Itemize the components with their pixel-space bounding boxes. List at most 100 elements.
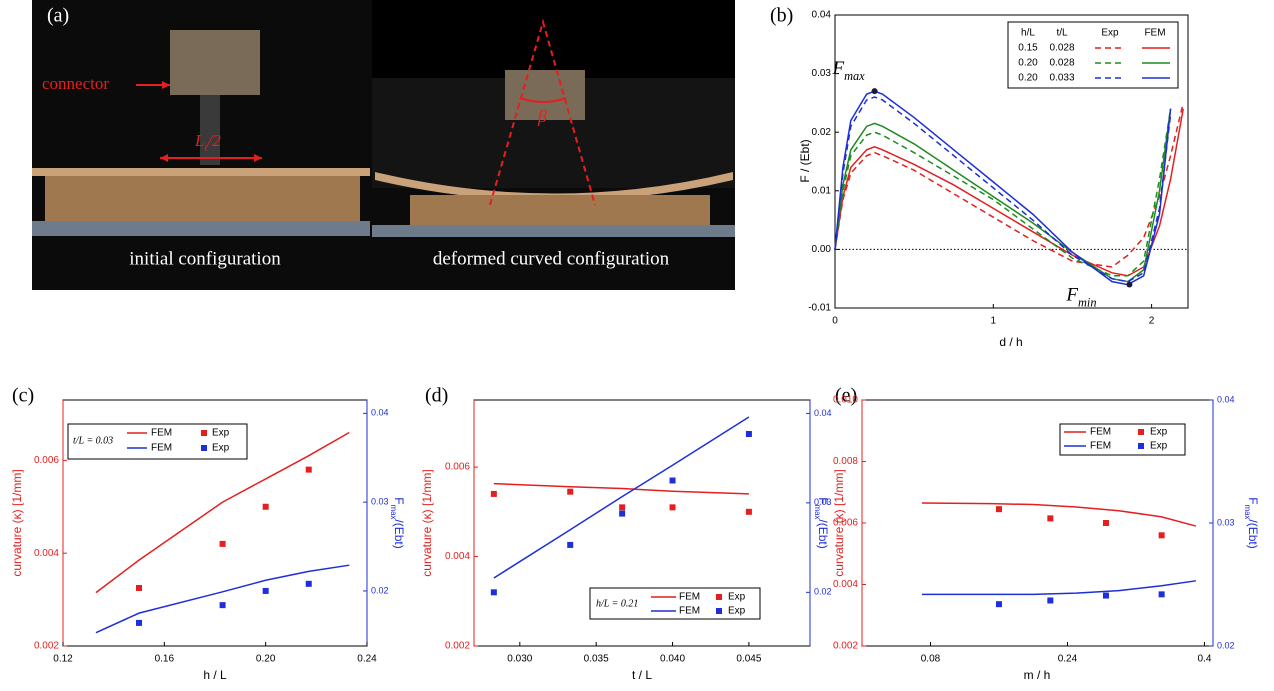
legend-label: FEM: [1090, 441, 1111, 452]
x-tick-label: 0.040: [660, 654, 685, 665]
x-tick-label: 0.030: [507, 654, 532, 665]
legend-label: FEM: [151, 428, 172, 439]
y-axis-label: curvature (κ) [1/mm]: [10, 469, 24, 576]
legend-label: Exp: [1150, 441, 1168, 452]
y2-axis-label-base: F: [1246, 497, 1260, 504]
legend-label: FEM: [151, 443, 172, 454]
y-tick-label: 0.006: [34, 455, 59, 466]
data-point: [996, 601, 1002, 607]
y-axis-label: curvature (κ) [1/mm]: [420, 469, 434, 576]
data-line: [922, 581, 1196, 595]
y-tick-label: -0.01: [808, 303, 831, 314]
legend-label: Exp: [212, 443, 230, 454]
legend-marker: [201, 445, 207, 451]
y-tick-label: 0.004: [34, 548, 59, 559]
x-tick-label: 1: [991, 316, 997, 327]
data-point: [306, 467, 312, 473]
data-line: [835, 103, 1183, 267]
data-line: [835, 91, 1171, 284]
photo-base: [32, 221, 370, 236]
length-base: L: [194, 131, 204, 150]
data-point: [136, 585, 142, 591]
data-point: [491, 589, 497, 595]
data-point: [1047, 597, 1053, 603]
data-line: [494, 417, 749, 578]
y2-axis-label-tail: /(Ebt): [1246, 519, 1260, 548]
x-tick-label: 0.20: [256, 654, 276, 665]
angle-label: β: [537, 106, 547, 126]
data-line: [96, 565, 349, 633]
caption: initial configuration: [129, 248, 281, 269]
legend-cell: 0.20: [1018, 73, 1038, 84]
legend-label: Exp: [1150, 427, 1168, 438]
length-tail: /2: [207, 131, 222, 150]
panel-label: (c): [12, 385, 34, 407]
y-tick-label: 0.03: [812, 68, 832, 79]
legend-cell: 0.20: [1018, 58, 1038, 69]
x-axis-label: m / h: [1024, 668, 1051, 682]
y-tick-label: 0.008: [833, 456, 858, 467]
data-point: [746, 431, 752, 437]
legend-cell: 0.15: [1018, 43, 1038, 54]
annotation-label: Fmin: [1065, 285, 1096, 309]
legend-marker: [201, 430, 207, 436]
data-point: [306, 581, 312, 587]
x-tick-label: 0.08: [921, 654, 941, 665]
y2-axis-label-sub: max: [1243, 505, 1252, 520]
y-tick-label: 0.02: [812, 127, 832, 138]
x-tick-label: 0.045: [736, 654, 761, 665]
photo-base: [372, 225, 735, 237]
legend-marker: [1138, 429, 1144, 435]
legend-label: Exp: [728, 592, 746, 603]
panel-label: (a): [47, 5, 69, 27]
x-tick-label: 0: [832, 316, 838, 327]
y2-tick-label: 0.04: [1217, 394, 1235, 404]
x-axis-label: t / L: [632, 668, 652, 682]
data-point: [1159, 591, 1165, 597]
legend-marker: [716, 594, 722, 600]
x-tick-label: 2: [1149, 316, 1155, 327]
legend-cell: 0.028: [1049, 58, 1074, 69]
data-line: [922, 503, 1196, 526]
y2-tick-label: 0.02: [1217, 640, 1235, 650]
x-tick-label: 0.4: [1197, 654, 1211, 665]
y2-tick-label: 0.03: [371, 497, 389, 507]
legend-cell: 0.033: [1049, 73, 1074, 84]
y-tick-label: 0.004: [833, 579, 858, 590]
data-point: [220, 602, 226, 608]
legend-header: FEM: [1144, 28, 1165, 39]
data-point: [567, 542, 573, 548]
data-point: [670, 504, 676, 510]
panel-label: (d): [425, 385, 448, 407]
legend-label: Exp: [728, 606, 746, 617]
photo-mechanism: [410, 195, 710, 225]
x-tick-label: 0.16: [155, 654, 175, 665]
y2-axis-label: Fmax/(Ebt): [389, 497, 405, 548]
data-point: [670, 478, 676, 484]
photo-panel: (a) connector Lt/2 β initial configurati…: [32, 0, 735, 290]
figure: (a) connector Lt/2 β initial configurati…: [0, 0, 1274, 691]
data-point: [619, 511, 625, 517]
legend-title: t/L = 0.03: [73, 435, 113, 446]
y-axis-label: curvature (κ) [1/mm]: [832, 469, 846, 576]
y2-tick-label: 0.04: [814, 408, 832, 418]
legend-header: Exp: [1101, 28, 1119, 39]
x-tick-label: 0.12: [53, 654, 73, 665]
y-tick-label: 0.010: [833, 395, 858, 406]
photo-beam: [32, 168, 370, 176]
y2-axis-label-base: F: [816, 497, 830, 504]
y2-axis-label-tail: /(Ebt): [816, 519, 830, 548]
legend-marker: [716, 608, 722, 614]
connector-label: connector: [42, 74, 109, 93]
y2-axis-label-sub: max: [813, 505, 822, 520]
y-tick-label: 0.002: [833, 641, 858, 652]
legend-title: h/L = 0.21: [596, 598, 638, 609]
annotation-label-sub: min: [1078, 295, 1097, 309]
x-axis-label: d / h: [999, 335, 1022, 349]
legend-label: FEM: [679, 606, 700, 617]
x-tick-label: 0.24: [357, 654, 377, 665]
legend-label: FEM: [679, 592, 700, 603]
y-tick-label: 0.004: [445, 551, 470, 562]
annotation-label-base: F: [1065, 285, 1078, 306]
y2-axis-label-tail: /(Ebt): [392, 519, 406, 548]
